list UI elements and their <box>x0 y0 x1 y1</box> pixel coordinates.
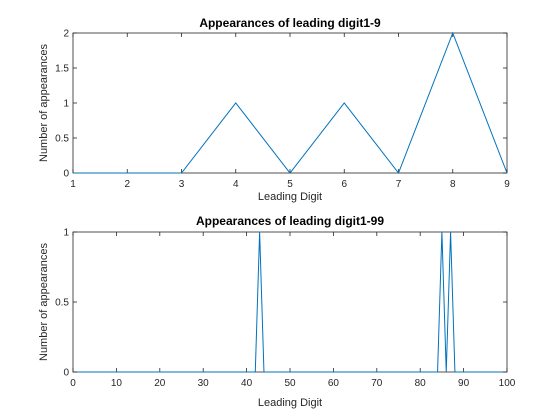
y-axis-label: Number of appearances <box>38 242 50 361</box>
x-tick-label: 50 <box>284 378 296 389</box>
x-tick-label: 30 <box>198 378 210 389</box>
y-tick-label: 1.5 <box>55 64 69 75</box>
y-tick-label: 2 <box>63 29 69 40</box>
x-axis-label: Leading Digit <box>258 191 322 203</box>
y-tick-label: 0.5 <box>55 134 69 145</box>
y-tick-label: 1 <box>63 99 69 110</box>
x-tick-label: 2 <box>124 179 130 190</box>
x-tick-label: 4 <box>233 179 239 190</box>
x-tick-label: 20 <box>154 378 166 389</box>
chart-title: Appearances of leading digit1-99 <box>196 214 384 228</box>
x-tick-label: 10 <box>111 378 123 389</box>
series-line <box>73 31 508 175</box>
tick-group: 0 10 20 30 40 50 60 70 80 90 100 0 0.5 1 <box>55 228 516 390</box>
x-axis-label: Leading Digit <box>258 397 322 409</box>
x-tick-label: 80 <box>415 378 427 389</box>
x-tick-label: 40 <box>241 378 253 389</box>
tick-group: 1 2 3 4 5 6 7 8 9 0 0.5 1 1.5 2 <box>55 29 510 191</box>
plot-area <box>72 231 508 373</box>
x-tick-label: 0 <box>70 378 76 389</box>
x-tick-label: 9 <box>504 179 510 190</box>
y-tick-label: 0 <box>63 169 69 180</box>
x-tick-label: 1 <box>70 179 76 190</box>
x-tick-label: 8 <box>450 179 456 190</box>
x-tick-label: 70 <box>371 378 383 389</box>
chart-leading-digit-1-99: Appearances of leading digit1-99 0 10 20 30… <box>38 214 516 409</box>
y-tick-label: 0 <box>63 368 69 379</box>
x-tick-label: 7 <box>396 179 402 190</box>
x-tick-label: 60 <box>328 378 340 389</box>
chart-leading-digit-1-9: Appearances of leading digit1-9 1 2 3 4 5 6 7 8… <box>38 16 510 203</box>
y-tick-label: 1 <box>63 228 69 239</box>
series-line <box>77 231 503 373</box>
plot-area <box>72 32 508 174</box>
x-tick-label: 3 <box>179 179 185 190</box>
x-tick-label: 6 <box>341 179 347 190</box>
x-tick-label: 100 <box>499 378 516 389</box>
x-tick-label: 5 <box>287 179 293 190</box>
y-tick-label: 0.5 <box>55 298 69 309</box>
x-tick-label: 90 <box>458 378 470 389</box>
chart-title: Appearances of leading digit1-9 <box>199 16 381 30</box>
y-axis-label: Number of appearances <box>38 43 50 162</box>
